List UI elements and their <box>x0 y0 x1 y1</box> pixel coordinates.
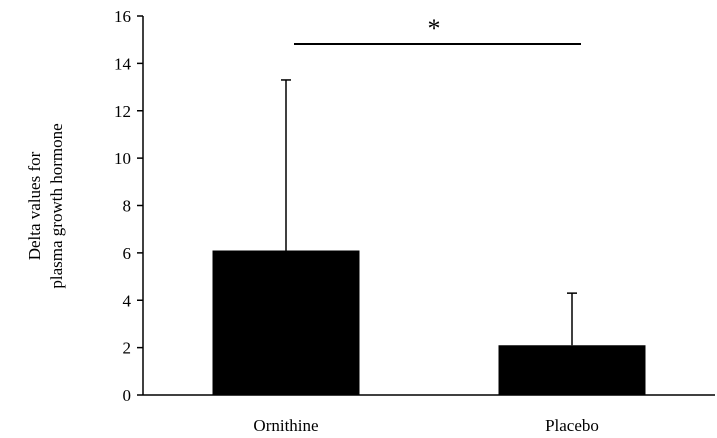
x-axis-category-labels: Ornithine Placebo <box>253 416 598 435</box>
error-bars <box>281 79 577 346</box>
bar-ornithine <box>212 250 360 395</box>
significance-marker: * <box>294 14 581 45</box>
y-tick-label: 4 <box>123 291 132 310</box>
y-tick-label: 10 <box>114 149 131 168</box>
y-tick-label: 6 <box>123 244 132 263</box>
y-tick-label: 16 <box>114 7 131 26</box>
y-axis-title-line-1: Delta values for <box>25 151 44 260</box>
significance-asterisk: * <box>428 14 441 43</box>
bar-placebo <box>498 345 646 395</box>
y-tick-label: 12 <box>114 102 131 121</box>
y-tick-label: 14 <box>114 54 132 73</box>
y-axis-ticks: 0 2 4 6 8 10 12 14 16 <box>114 7 143 405</box>
bars <box>212 250 646 395</box>
y-tick-label: 8 <box>123 197 132 216</box>
x-tick-label-ornithine: Ornithine <box>253 416 318 435</box>
y-tick-label: 0 <box>123 386 132 405</box>
x-tick-label-placebo: Placebo <box>545 416 599 435</box>
y-tick-label: 2 <box>123 339 132 358</box>
y-axis-title-line-2: plasma growth hormone <box>47 123 66 288</box>
y-axis-title: Delta values for plasma growth hormone <box>25 123 66 288</box>
